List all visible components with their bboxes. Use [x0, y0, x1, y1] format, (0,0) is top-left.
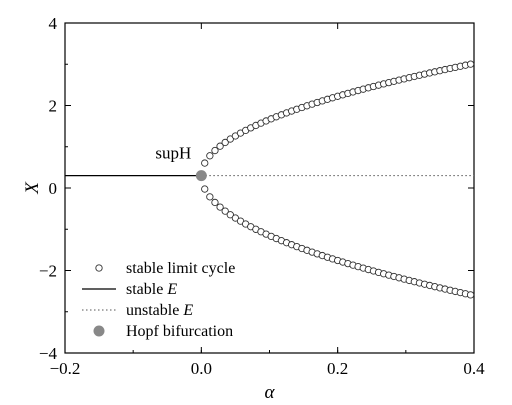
x-tick-label: 0.2: [327, 359, 348, 378]
legend-label: unstable E: [126, 302, 193, 319]
limit-cycle-upper-point: [466, 60, 475, 68]
limit-cycle-lower-point: [221, 207, 229, 215]
x-tick-label: −0.2: [50, 359, 81, 378]
hopf-markers: [195, 170, 207, 182]
suph-annotation: supH: [155, 144, 191, 163]
limit-cycle-lower-point: [211, 198, 219, 207]
legend: stable limit cycle stable E unstable E Hopf…: [82, 260, 235, 340]
limit-cycle-upper-point: [201, 159, 209, 167]
y-tick-label: −4: [39, 344, 58, 363]
limit-cycle-points: [201, 60, 475, 299]
legend-label: stable limit cycle: [126, 260, 235, 277]
legend-filled-circle: [93, 325, 105, 337]
limit-cycle-lower-point: [206, 193, 214, 201]
y-tick-label: −2: [39, 262, 57, 281]
x-tick-label: 0.0: [191, 359, 212, 378]
limit-cycle-upper-point: [211, 146, 219, 155]
y-tick-label: 0: [49, 179, 58, 198]
y-axis-label: X: [22, 181, 43, 195]
x-tick-label: 0.4: [463, 359, 485, 378]
x-axis-ticks: −0.2 0.0 0.2 0.4: [50, 23, 485, 378]
limit-cycle-upper-point: [216, 142, 224, 150]
hopf-point: [195, 170, 207, 182]
legend-open-circle: [95, 264, 103, 272]
limit-cycle-upper-point: [206, 152, 214, 160]
y-tick-label: 4: [49, 14, 58, 33]
y-axis-ticks: −4 −2 0 2 4: [39, 14, 474, 363]
legend-label: stable E: [126, 281, 177, 298]
limit-cycle-lower-point: [201, 185, 209, 193]
limit-cycle-lower-point: [466, 291, 475, 299]
limit-cycle-upper-point: [221, 138, 229, 147]
legend-label: Hopf bifurcation: [126, 323, 233, 340]
x-axis-label: α: [265, 382, 276, 403]
limit-cycle-lower-point: [216, 203, 224, 211]
y-tick-label: 2: [49, 97, 58, 116]
limit-cycle-lower-point: [226, 211, 234, 219]
